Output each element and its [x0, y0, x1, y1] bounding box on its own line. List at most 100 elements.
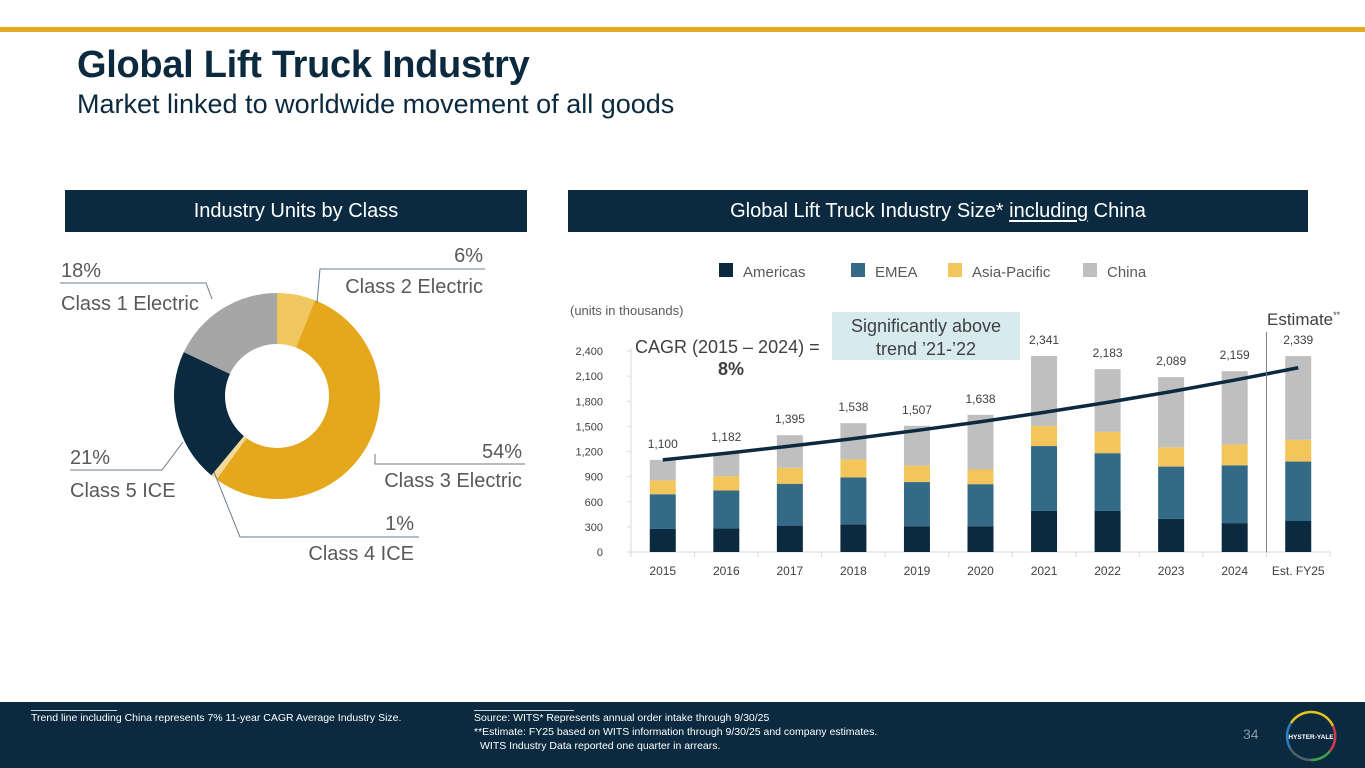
bar-asia-pacific-2020 — [967, 469, 994, 485]
estimate-label: Estimate** — [1267, 310, 1341, 329]
donut-slice-class-2-electric — [277, 293, 315, 348]
bar-americas-2018 — [840, 524, 867, 552]
donut-label-class-5-ice: Class 5 ICE — [70, 480, 176, 502]
header-prefix: Global Lift Truck Industry Size* — [730, 199, 1010, 222]
y-tick-label: 2,400 — [575, 346, 603, 358]
legend-label-americas: Americas — [743, 264, 806, 281]
leader-line-class-1-electric — [60, 282, 213, 300]
source-line-2: **Estimate: FY25 based on WITS informati… — [474, 726, 878, 738]
donut-chart: 6% Class 2 Electric 54% Class 3 Electric 1% C… — [60, 245, 525, 565]
bar-panel-header: Global Lift Truck Industry Size* includi… — [568, 190, 1308, 232]
x-tick-label: 2018 — [840, 564, 867, 578]
footnote-rule-right — [474, 710, 574, 711]
donut-pct-class-1-electric: 18% — [61, 260, 101, 282]
y-tick-label: 300 — [585, 522, 603, 534]
legend-label-asia-pacific: Asia-Pacific — [972, 264, 1051, 281]
y-tick-label: 0 — [597, 547, 603, 559]
bar-china-2015 — [649, 459, 676, 481]
x-tick-label: 2019 — [904, 564, 931, 578]
total-label-2020: 1,638 — [965, 392, 995, 406]
cagr-label: CAGR (2015 – 2024) = — [635, 337, 820, 357]
cagr-value: 8% — [718, 359, 744, 379]
callout-line-1: Significantly above — [851, 316, 1001, 336]
donut-pct-class-4-ice: 1% — [385, 513, 414, 535]
donut-pct-class-5-ice: 21% — [70, 447, 110, 469]
x-tick-label: 2020 — [967, 564, 994, 578]
leader-line-class-2-electric — [316, 268, 485, 304]
bar-emea-2019 — [903, 482, 930, 527]
bar-emea-est-fy25 — [1285, 461, 1312, 522]
source-line-1: Source: WITS* Represents annual order in… — [474, 712, 770, 724]
bar-americas-2017 — [776, 525, 803, 552]
bar-asia-pacific-2017 — [776, 467, 803, 484]
y-tick-label: 600 — [585, 497, 603, 509]
leader-line-class-3-electric — [374, 454, 525, 465]
source-line-3: WITS Industry Data reported one quarter … — [480, 740, 721, 752]
units-note: (units in thousands) — [570, 303, 683, 318]
page-subtitle: Market linked to worldwide movement of a… — [77, 89, 675, 119]
trend-footnote: Trend line including China represents 7%… — [31, 712, 402, 724]
total-label-est-fy25: 2,339 — [1283, 333, 1313, 347]
legend-swatch-americas — [719, 263, 733, 277]
donut-slice-class-4-ice — [211, 436, 247, 480]
y-tick-label: 1,500 — [575, 421, 603, 433]
bar-americas-2022 — [1094, 510, 1121, 552]
legend-label-emea: EMEA — [875, 264, 918, 281]
x-tick-label: 2024 — [1221, 564, 1248, 578]
total-label-2018: 1,538 — [838, 400, 868, 414]
y-tick-label: 1,800 — [575, 396, 603, 408]
estimate-marker: ** — [1333, 310, 1341, 320]
bar-emea-2017 — [776, 483, 803, 526]
header-suffix: China — [1088, 199, 1146, 222]
donut-pct-class-2-electric: 6% — [454, 245, 483, 267]
bar-americas-2020 — [967, 526, 994, 552]
leader-line-class-4-ice — [213, 471, 419, 538]
bar-china-2023 — [1158, 377, 1185, 448]
top-accent-rule — [0, 27, 1365, 32]
x-tick-label: 2022 — [1094, 564, 1121, 578]
bar-china-2017 — [776, 435, 803, 468]
bar-asia-pacific-2024 — [1221, 444, 1248, 466]
total-label-2022: 2,183 — [1093, 346, 1123, 360]
y-tick-label: 1,200 — [575, 447, 603, 459]
bar-asia-pacific-2015 — [649, 480, 676, 495]
legend-swatch-asia-pacific — [948, 263, 962, 277]
bar-asia-pacific-est-fy25 — [1285, 439, 1312, 462]
bar-emea-2024 — [1221, 465, 1248, 524]
donut-label-class-4-ice: Class 4 ICE — [308, 543, 414, 565]
donut-label-class-1-electric: Class 1 Electric — [61, 293, 199, 315]
legend-swatch-emea — [851, 263, 865, 277]
callout-line-2: trend ’21-’22 — [876, 339, 976, 359]
donut-slice-class-3-electric — [216, 300, 381, 500]
bar-emea-2016 — [713, 490, 740, 529]
bar-asia-pacific-2021 — [1031, 425, 1058, 447]
bar-asia-pacific-2019 — [903, 465, 930, 483]
bar-emea-2023 — [1158, 466, 1185, 519]
bar-emea-2018 — [840, 477, 867, 525]
footnote-rule-left — [31, 710, 117, 711]
bar-americas-2019 — [903, 526, 930, 552]
x-tick-label: 2015 — [649, 564, 676, 578]
x-tick-label: 2021 — [1031, 564, 1058, 578]
bar-china-2016 — [713, 453, 740, 477]
donut-slice-class-1-electric — [183, 293, 277, 374]
bar-americas-2024 — [1221, 523, 1248, 552]
x-tick-label: Est. FY25 — [1272, 564, 1325, 578]
total-label-2016: 1,182 — [711, 430, 741, 444]
x-tick-label: 2023 — [1158, 564, 1185, 578]
bar-emea-2015 — [649, 494, 676, 529]
footer: Trend line including China represents 7%… — [0, 702, 1365, 768]
total-label-2015: 1,100 — [648, 437, 678, 451]
bar-asia-pacific-2022 — [1094, 431, 1121, 454]
total-label-2019: 1,507 — [902, 403, 932, 417]
x-tick-label: 2016 — [713, 564, 740, 578]
bar-asia-pacific-2023 — [1158, 447, 1185, 467]
bar-americas-2023 — [1158, 518, 1185, 552]
total-label-2024: 2,159 — [1220, 348, 1250, 362]
company-logo: HYSTER-YALE — [1285, 710, 1337, 762]
logo-text: HYSTER-YALE — [1288, 734, 1334, 741]
y-tick-label: 900 — [585, 472, 603, 484]
legend-label-china: China — [1107, 264, 1147, 281]
estimate-label-text: Estimate — [1267, 310, 1333, 329]
bar-emea-2021 — [1031, 446, 1058, 511]
